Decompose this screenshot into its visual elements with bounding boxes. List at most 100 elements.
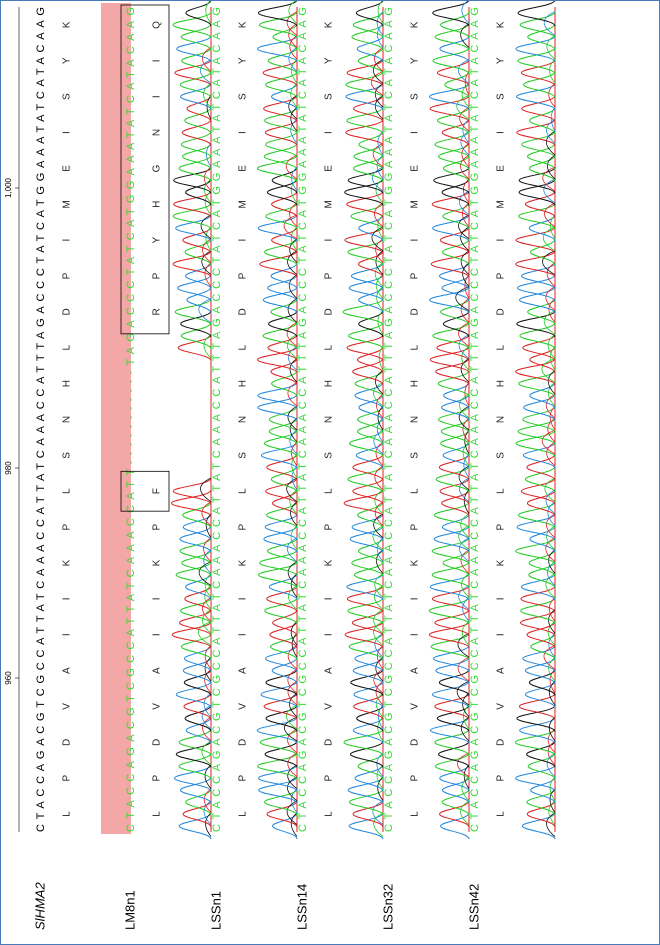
amino-acid: D xyxy=(324,308,335,315)
amino-acid: D xyxy=(62,308,73,315)
amino-acid: D xyxy=(238,739,249,746)
amino-acid: A xyxy=(62,667,73,674)
trace-peak xyxy=(273,610,297,636)
trace-peak xyxy=(437,60,469,86)
amino-acid: L xyxy=(238,811,249,817)
trace-peak xyxy=(432,681,469,707)
amino-acid: Y xyxy=(62,57,73,64)
amino-acid: K xyxy=(410,21,421,28)
trace-peak xyxy=(267,538,297,564)
trace-peak xyxy=(527,490,555,516)
amino-acid: K xyxy=(324,21,335,28)
trace-peak xyxy=(520,12,555,38)
trace-peak xyxy=(265,789,297,815)
amino-acid: K xyxy=(62,559,73,566)
trace-peak xyxy=(174,167,211,193)
trace-peak xyxy=(530,526,555,552)
amino-acid: E xyxy=(324,165,335,172)
trace-peak xyxy=(528,753,555,779)
trace-peak xyxy=(345,227,383,253)
sequence: CTACCAGACGTCGCCATTATCAAACCATTATCAAACCATT… xyxy=(383,7,395,832)
trace-peak xyxy=(529,215,555,241)
amino-acid: V xyxy=(152,703,163,710)
amino-acid: L xyxy=(62,345,73,351)
amino-acid: H xyxy=(496,380,507,387)
trace-peak xyxy=(345,179,383,205)
amino-acid: M xyxy=(496,200,507,208)
trace-peak xyxy=(353,717,383,743)
amino-acid: H xyxy=(238,380,249,387)
trace-peak xyxy=(173,12,211,38)
amino-acid: S xyxy=(496,452,507,459)
trace-peak xyxy=(433,323,469,349)
trace-peak xyxy=(529,669,555,695)
trace-peak xyxy=(350,741,383,767)
amino-acid: K xyxy=(238,559,249,566)
amino-acid: P xyxy=(410,775,421,782)
trace-peak xyxy=(436,657,469,683)
trace-peak xyxy=(176,562,211,588)
amino-acid: I xyxy=(324,131,335,134)
amino-acid: S xyxy=(324,452,335,459)
trace-peak xyxy=(349,813,383,839)
trace-peak xyxy=(439,406,469,432)
trace-peak xyxy=(349,275,383,301)
trace-peak xyxy=(530,155,555,181)
trace-peak xyxy=(435,729,469,755)
amino-acid: D xyxy=(410,739,421,746)
trace-peak xyxy=(430,347,469,373)
trace-peak xyxy=(265,598,297,624)
amino-acid: P xyxy=(238,272,249,279)
trace-peak xyxy=(273,490,297,516)
trace-peak xyxy=(177,36,211,62)
amino-acid: P xyxy=(496,272,507,279)
amino-acid: L xyxy=(410,488,421,494)
trace-peak xyxy=(430,717,469,743)
amino-acid: G xyxy=(152,164,163,172)
trace-peak xyxy=(430,287,469,313)
trace-peak xyxy=(179,729,211,755)
trace-peak xyxy=(437,705,469,731)
trace-peak xyxy=(519,203,555,229)
trace-peak xyxy=(442,514,469,540)
amino-acid: P xyxy=(238,523,249,530)
amino-acid: Q xyxy=(152,21,163,29)
trace-peak xyxy=(438,370,469,396)
trace-peak xyxy=(439,741,469,767)
amino-acid: L xyxy=(496,811,507,817)
amino-acid: E xyxy=(238,165,249,172)
amino-acid: Y xyxy=(324,57,335,64)
trace-peak xyxy=(272,191,297,217)
amino-acid: S xyxy=(62,452,73,459)
amino-acid: L xyxy=(410,811,421,817)
amino-acid: K xyxy=(62,21,73,28)
trace-peak xyxy=(185,107,211,133)
trace-peak xyxy=(352,610,383,636)
trace-peak xyxy=(433,0,469,26)
amino-acid: M xyxy=(238,200,249,208)
trace-peak xyxy=(271,299,297,325)
trace-peak xyxy=(519,693,555,719)
amino-acid: L xyxy=(62,811,73,817)
amino-acid: K xyxy=(496,21,507,28)
amino-acid: S xyxy=(496,93,507,100)
sample-label: LSSn42 xyxy=(466,884,481,930)
trace-peak xyxy=(435,693,469,719)
amino-acid: V xyxy=(496,703,507,710)
trace-peak xyxy=(266,669,297,695)
amino-acid: Y xyxy=(410,57,421,64)
trace-peak xyxy=(516,36,555,62)
trace-peak xyxy=(351,203,383,229)
trace-peak xyxy=(182,48,211,74)
amino-acid: I xyxy=(410,131,421,134)
trace-peak xyxy=(266,478,297,504)
amino-acid: M xyxy=(410,200,421,208)
amino-acid: A xyxy=(496,667,507,674)
trace-peak xyxy=(439,669,469,695)
trace-peak xyxy=(442,490,469,516)
amino-acid: D xyxy=(238,308,249,315)
amino-acid: Y xyxy=(496,57,507,64)
amino-acid: L xyxy=(238,345,249,351)
amino-acid: I xyxy=(324,597,335,600)
amino-acid: H xyxy=(410,380,421,387)
